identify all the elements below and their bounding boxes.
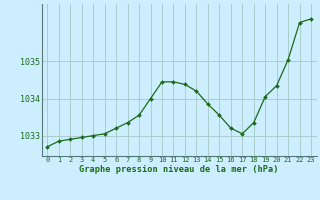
X-axis label: Graphe pression niveau de la mer (hPa): Graphe pression niveau de la mer (hPa) <box>79 165 279 174</box>
